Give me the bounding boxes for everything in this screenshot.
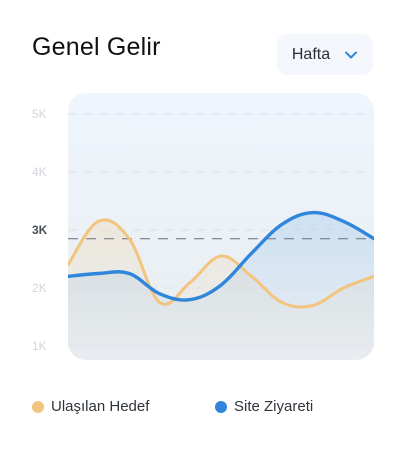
y-tick-label: 2K (32, 281, 47, 295)
y-tick-label: 4K (32, 165, 47, 179)
legend-dot-visits (215, 400, 227, 413)
chart-title: Genel Gelir (32, 33, 161, 61)
legend-item-target: Ulaşılan Hedef (32, 398, 149, 415)
series-line-visits (68, 210, 374, 302)
legend-dot-target (32, 400, 44, 413)
series-line-target (68, 218, 374, 309)
y-tick-label: 5K (32, 107, 47, 121)
legend-label-visits: Site Ziyareti (234, 398, 314, 415)
legend-item-visits: Site Ziyareti (215, 398, 313, 415)
y-tick-label: 1K (32, 339, 47, 353)
chart-legend: Ulaşılan Hedef Site Ziyareti (32, 398, 392, 418)
y-tick-label: 3K (32, 223, 48, 237)
period-select[interactable]: Hafta (277, 34, 373, 75)
chevron-down-icon (344, 48, 358, 62)
period-select-value: Hafta (291, 45, 331, 63)
legend-label-target: Ulaşılan Hedef (51, 398, 150, 415)
series-group (68, 210, 374, 360)
